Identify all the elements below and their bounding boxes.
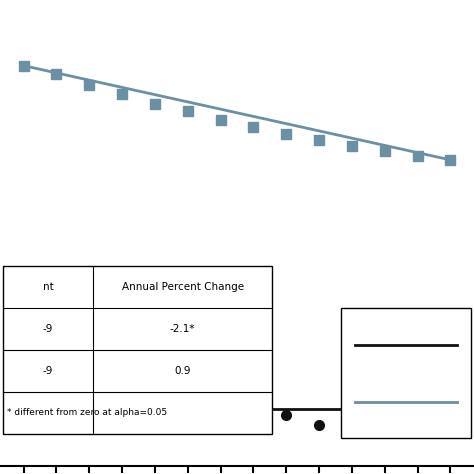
- Text: -2.1*: -2.1*: [170, 324, 195, 334]
- Bar: [3, 266, 273, 434]
- Text: nt: nt: [43, 282, 54, 292]
- Text: 0.9: 0.9: [174, 366, 191, 376]
- Text: * different from zero at alpha=0.05: * different from zero at alpha=0.05: [7, 408, 167, 417]
- Text: Annual Percent Change: Annual Percent Change: [122, 282, 244, 292]
- Bar: [341, 308, 471, 438]
- Text: -9: -9: [43, 324, 53, 334]
- Text: -9: -9: [43, 366, 53, 376]
